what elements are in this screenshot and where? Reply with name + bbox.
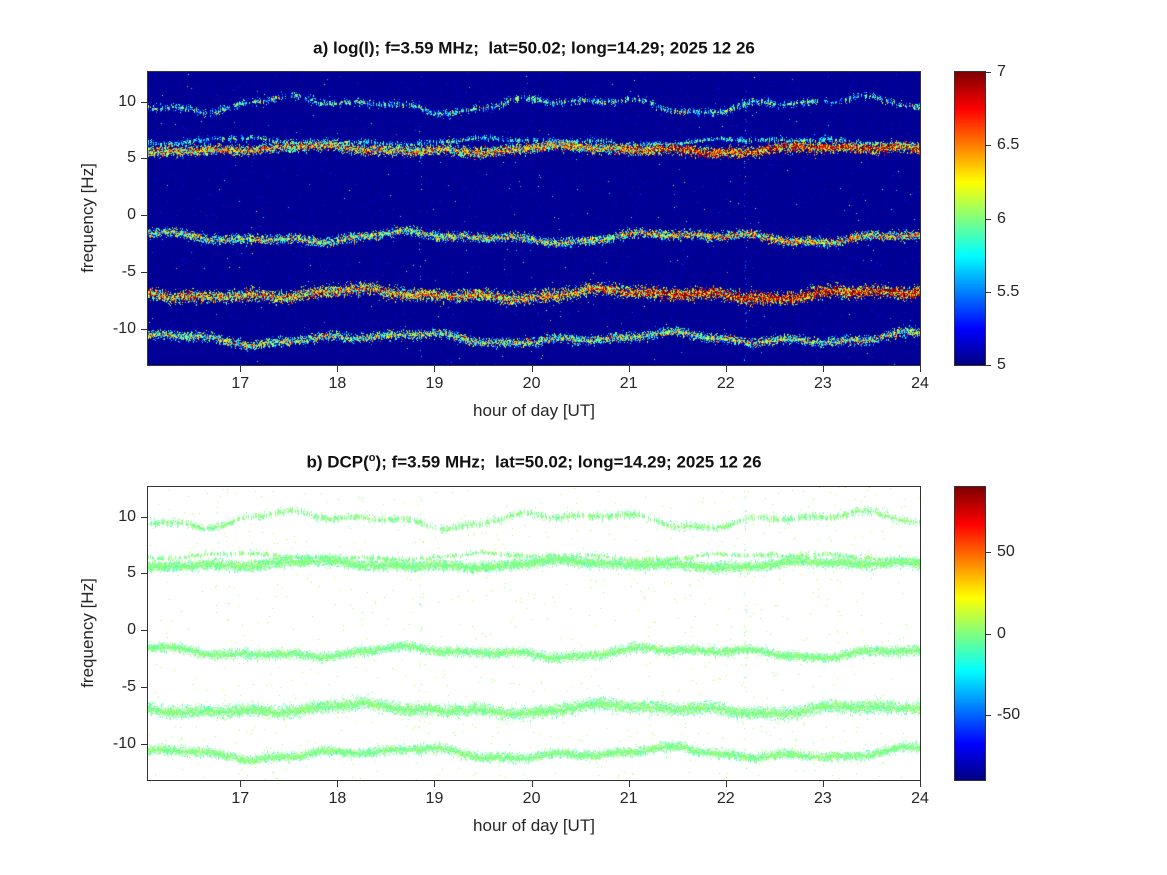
x-tick-label: 21 [619,375,638,392]
x-tick-mark [822,781,824,787]
x-tick-mark [434,781,436,787]
colorbar-tick-label: 6.5 [997,136,1020,154]
x-tick-mark [531,781,533,787]
y-tick-label: 10 [118,92,136,110]
panel-b-colorbar [954,486,986,781]
colorbar-tick-mark [986,633,991,635]
y-tick-mark [141,686,147,688]
panel-b-xlabel: hour of day [UT] [473,816,595,835]
y-tick-label: 5 [127,564,136,582]
y-tick-label: 0 [127,206,136,224]
x-tick-mark [920,781,921,787]
x-tick-mark [337,366,339,372]
colorbar-tick-label: 50 [997,543,1015,561]
y-tick-label: 0 [127,621,136,639]
x-tick-mark [725,366,727,372]
colorbar-tick-label: 6 [997,209,1006,227]
x-tick-mark [920,366,921,372]
panel-a-title-pre: a) log(I); f=3.59 MHz; lat=50.02; long=1… [313,38,755,58]
colorbar-tick-label: -50 [997,705,1021,723]
x-tick-label: 17 [231,790,250,807]
panel-b-heatmap-canvas [148,487,920,780]
x-tick-label: 23 [813,790,832,807]
y-tick-mark [141,743,147,745]
panel-b-title: b) DCP(o); f=3.59 MHz; lat=50.02; long=1… [148,452,920,473]
panel-a-plot-area [147,71,921,366]
x-tick-label: 24 [911,790,929,807]
y-tick-mark [141,158,147,160]
x-tick-label: 17 [231,375,250,392]
x-tick-label: 18 [328,375,347,392]
colorbar-tick-mark [986,218,991,220]
y-tick-label: -5 [121,262,136,280]
x-tick-label: 21 [619,790,638,807]
x-tick-mark [240,781,242,787]
y-tick-mark [141,215,147,217]
x-tick-mark [337,781,339,787]
y-tick-label: -10 [112,319,136,337]
colorbar-tick-mark [986,145,991,147]
x-tick-label: 22 [716,790,735,807]
colorbar-tick-mark [986,552,991,554]
y-tick-label: 5 [127,149,136,167]
x-tick-mark [531,366,533,372]
panel-a-colorbar-canvas [955,72,985,365]
colorbar-tick-mark [986,365,991,366]
panel-a-xlabel: hour of day [UT] [473,401,595,420]
colorbar-tick-mark [986,714,991,716]
panel-a-heatmap-canvas [148,72,920,365]
y-tick-mark [141,516,147,518]
x-tick-mark [240,366,242,372]
x-tick-label: 23 [813,375,832,392]
y-tick-mark [141,101,147,103]
colorbar-tick-label: 7 [997,63,1006,80]
y-tick-mark [141,271,147,273]
y-tick-label: -10 [112,734,136,752]
panel-b-plot-area [147,486,921,781]
x-tick-label: 18 [328,790,347,807]
colorbar-tick-mark [986,72,991,73]
x-tick-label: 20 [522,375,541,392]
y-tick-label: -5 [121,677,136,695]
panel-b-colorbar-canvas [955,487,985,780]
x-tick-label: 19 [425,375,444,392]
panel-a-colorbar [954,71,986,366]
panel-b-title-sup: o [368,452,376,464]
panel-b-title-post: ); f=3.59 MHz; lat=50.02; long=14.29; 20… [375,452,762,472]
colorbar-tick-label: 5 [997,356,1006,373]
panel-b-title-pre: b) DCP( [306,452,369,472]
panel-a-title: a) log(I); f=3.59 MHz; lat=50.02; long=1… [148,38,920,59]
x-tick-mark [822,366,824,372]
x-tick-mark [434,366,436,372]
y-tick-label: 10 [118,507,136,525]
x-tick-mark [725,781,727,787]
y-tick-mark [141,630,147,632]
x-tick-label: 20 [522,790,541,807]
x-tick-mark [628,366,630,372]
x-tick-label: 19 [425,790,444,807]
colorbar-tick-mark [986,291,991,293]
x-tick-label: 24 [911,375,929,392]
colorbar-tick-label: 5.5 [997,282,1020,300]
y-tick-mark [141,573,147,575]
colorbar-tick-label: 0 [997,624,1006,642]
x-tick-mark [628,781,630,787]
y-tick-mark [141,328,147,330]
x-tick-label: 22 [716,375,735,392]
